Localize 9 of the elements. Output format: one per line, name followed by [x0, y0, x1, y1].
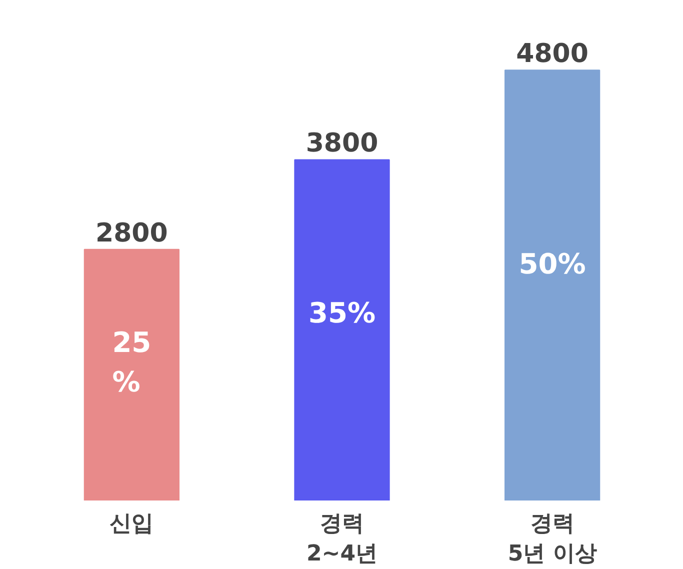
data-label: 2800: [96, 218, 168, 248]
x-tick-label: 경력 5년 이상: [508, 512, 597, 566]
annotation: 50%: [518, 247, 586, 280]
data-label: 4800: [516, 39, 589, 70]
data-label: 3800: [306, 128, 378, 159]
annotation: 25 %: [112, 326, 152, 399]
x-tick-label: 경력 2~4년: [306, 512, 378, 566]
x-tick-label: 신입: [110, 512, 154, 536]
annotation: 35%: [308, 296, 376, 330]
